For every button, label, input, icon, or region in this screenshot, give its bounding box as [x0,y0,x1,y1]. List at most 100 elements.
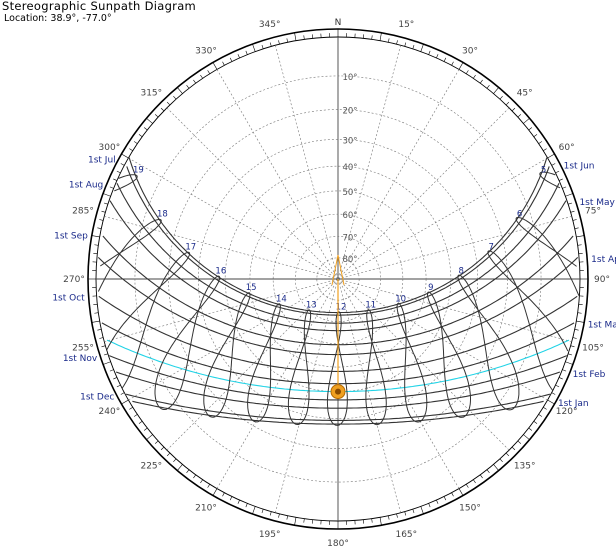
azimuth-label: 75° [585,207,601,217]
azimuth-label: 330° [195,46,217,56]
hour-label: 7 [488,243,493,253]
azimuth-tick [451,492,454,497]
azimuth-tick [177,464,183,471]
azimuth-tick [511,107,516,112]
hour-label: 11 [365,301,376,311]
azimuth-tick [558,178,563,181]
date-label: 1st Nov [63,354,98,364]
azimuth-label: 180° [327,539,349,546]
azimuth-tick [237,499,240,504]
azimuth-tick [120,163,125,166]
hour-label: 13 [306,301,317,311]
azimuth-tick [572,337,577,339]
azimuth-line [337,278,401,513]
azimuth-tick [543,406,547,410]
azimuth-tick [371,35,373,40]
azimuth-line [166,107,339,280]
azimuth-tick [154,440,159,444]
azimuth-tick [396,513,398,518]
azimuth-tick [551,392,556,395]
azimuth-tick [193,474,196,479]
hour-line [203,292,251,418]
hour-line [154,275,221,410]
label-layer: N 15° 30° 45° 60° 75° 90° 105° 120° 135° 150° 165°… [52,18,616,546]
azimuth-tick [523,118,530,124]
azimuth-tick [269,511,272,516]
altitude-circle [134,75,542,483]
azimuth-tick [186,84,190,89]
hour-line [326,311,348,426]
azimuth-tick [547,399,555,405]
azimuth-tick [538,414,543,417]
azimuth-tick [109,369,114,372]
hour-line [487,250,569,391]
azimuth-tick [528,427,533,431]
date-label: 1st Jul [88,155,116,165]
azimuth-tick [570,345,575,348]
azimuth-line [104,278,339,342]
altitude-label: 10° [342,73,357,83]
azimuth-tick [146,434,153,440]
azimuth-tick [294,32,297,41]
hour-line [106,251,191,389]
azimuth-tick [511,446,516,451]
hour-label: 8 [458,267,463,277]
azimuth-tick [465,484,469,488]
hour-label: 12 [336,303,347,313]
azimuth-label: 345° [259,20,281,30]
azimuth-tick [558,377,563,380]
azimuth-tick [443,496,447,501]
azimuth-tick [252,506,256,515]
azimuth-label: 240° [99,407,121,417]
north-arrow-right [337,254,345,286]
azimuth-tick [146,118,153,124]
azimuth-tick [103,202,108,205]
azimuth-label: 105° [582,343,604,353]
azimuth-tick [565,193,574,197]
azimuth-tick [278,513,280,518]
azimuth-tick [505,101,510,106]
hour-label: 14 [276,294,287,304]
azimuth-tick [101,345,106,348]
azimuth-tick [568,202,573,205]
azimuth-tick [261,44,264,49]
azimuth-tick [555,384,560,388]
azimuth-tick [505,452,510,457]
diagram-header: Stereographic Sunpath Diagram Location: … [2,0,196,25]
azimuth-tick [245,50,248,55]
azimuth-label: 90° [594,275,610,285]
azimuth-tick [103,353,108,356]
azimuth-tick [91,320,100,323]
azimuth-label: 150° [459,504,481,514]
azimuth-tick [116,170,121,174]
altitude-label: 40° [342,163,357,173]
azimuth-label: 195° [259,530,281,540]
azimuth-label: 45° [517,88,533,98]
azimuth-tick [517,440,522,444]
azimuth-tick [480,474,483,479]
azimuth-tick [420,506,424,515]
azimuth-tick [229,496,233,501]
azimuth-line [337,216,572,280]
azimuth-tick [574,227,579,229]
altitude-label: 30° [342,136,357,146]
altitude-label: 80° [342,255,357,265]
azimuth-tick [138,134,143,137]
azimuth-tick [303,35,305,40]
azimuth-tick [576,235,585,238]
hour-label: 5 [541,165,546,175]
azimuth-tick [555,170,560,174]
azimuth-tick [113,377,118,380]
azimuth-tick [200,479,203,484]
azimuth-tick [420,43,424,52]
azimuth-tick [538,141,543,144]
azimuth-tick [121,153,129,159]
date-label: 1st Dec [80,392,114,402]
azimuth-tick [451,61,454,66]
azimuth-tick [572,219,577,221]
date-line [108,355,568,401]
altitude-label: 70° [342,233,357,243]
azimuth-label: 15° [398,20,414,30]
date-label: 1st May [579,198,615,208]
